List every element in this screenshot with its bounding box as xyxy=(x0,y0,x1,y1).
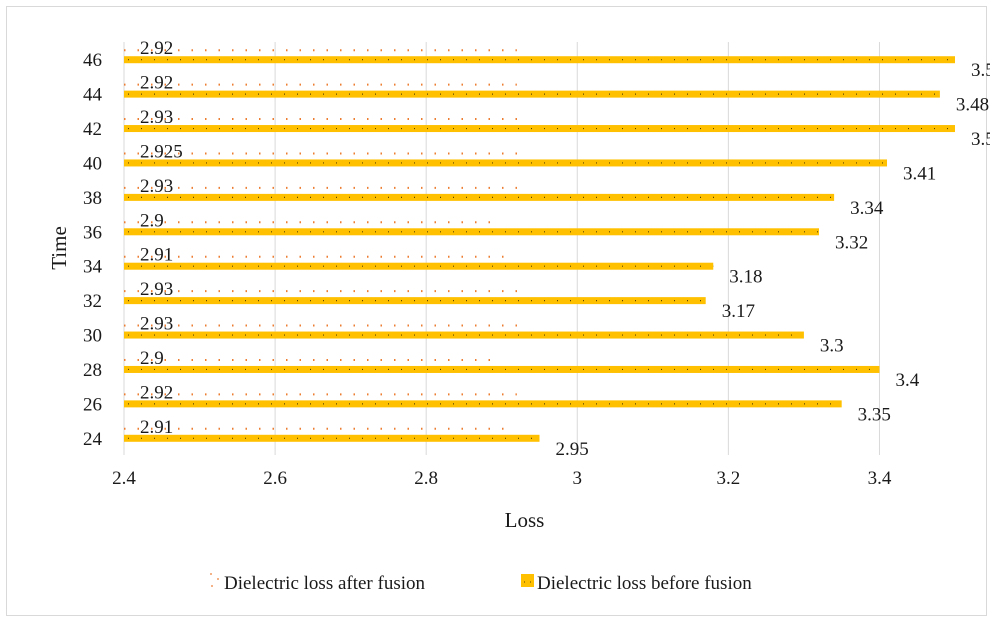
data-label-before: 3.35 xyxy=(858,404,891,425)
data-label-before: 3.32 xyxy=(835,232,868,253)
y-tick-label: 34 xyxy=(83,257,103,278)
bar-before-fusion xyxy=(124,365,880,373)
bar-before-fusion xyxy=(124,434,540,442)
data-label-before: 2.95 xyxy=(556,439,589,460)
data-label-after: 2.92 xyxy=(140,38,173,59)
y-tick-label: 24 xyxy=(83,429,103,450)
data-label-before: 3.48 xyxy=(956,95,989,116)
x-tick-label: 3.2 xyxy=(716,468,740,489)
data-label-before: 3.5 xyxy=(971,129,990,150)
data-label-before: 3.3 xyxy=(820,336,844,357)
y-tick-label: 32 xyxy=(83,291,102,312)
x-tick-label: 3.4 xyxy=(868,468,892,489)
data-label-after: 2.93 xyxy=(140,314,173,335)
bar-before-fusion xyxy=(124,125,955,133)
chart-frame xyxy=(6,6,987,616)
data-label-after: 2.92 xyxy=(140,382,173,403)
data-label-after: 2.91 xyxy=(140,245,173,266)
data-label-after: 2.9 xyxy=(140,210,164,231)
data-label-after: 2.925 xyxy=(140,141,183,162)
data-label-after: 2.93 xyxy=(140,107,173,128)
y-tick-label: 38 xyxy=(83,188,102,209)
data-label-before: 3.34 xyxy=(850,198,884,219)
y-tick-label: 26 xyxy=(83,394,102,415)
data-label-after: 2.93 xyxy=(140,279,173,300)
data-label-before: 3.5 xyxy=(971,60,990,81)
y-tick-label: 36 xyxy=(83,222,102,243)
data-label-after: 2.9 xyxy=(140,348,164,369)
data-label-after: 2.93 xyxy=(140,176,173,197)
y-tick-label: 28 xyxy=(83,360,102,381)
legend-label-after: Dielectric loss after fusion xyxy=(224,573,426,594)
y-axis-title: Time xyxy=(47,226,71,270)
bar-before-fusion xyxy=(124,331,804,339)
legend-swatch-after-dot xyxy=(210,573,212,575)
bar-before-fusion xyxy=(124,262,714,270)
data-label-before: 3.41 xyxy=(903,163,936,184)
data-label-before: 3.18 xyxy=(729,267,762,288)
y-tick-label: 40 xyxy=(83,153,102,174)
y-tick-label: 30 xyxy=(83,326,102,347)
data-label-after: 2.92 xyxy=(140,73,173,94)
data-label-after: 2.91 xyxy=(140,417,173,438)
data-label-before: 3.4 xyxy=(895,370,919,391)
x-tick-label: 2.8 xyxy=(414,468,438,489)
y-tick-label: 42 xyxy=(83,119,102,140)
bar-before-fusion xyxy=(124,228,820,236)
legend-swatch-after-dot xyxy=(217,578,219,580)
x-tick-label: 3 xyxy=(573,468,583,489)
bar-before-fusion xyxy=(124,400,842,408)
x-axis-title: Loss xyxy=(505,508,545,532)
y-tick-label: 46 xyxy=(83,50,102,71)
legend-swatch-before xyxy=(521,574,534,587)
data-label-before: 3.17 xyxy=(722,301,755,322)
bar-before-fusion xyxy=(124,56,955,64)
legend-swatch-after-dot xyxy=(211,585,213,587)
y-tick-label: 44 xyxy=(83,85,103,106)
legend-label-before: Dielectric loss before fusion xyxy=(537,573,752,594)
x-tick-label: 2.4 xyxy=(112,468,136,489)
x-tick-label: 2.6 xyxy=(263,468,287,489)
